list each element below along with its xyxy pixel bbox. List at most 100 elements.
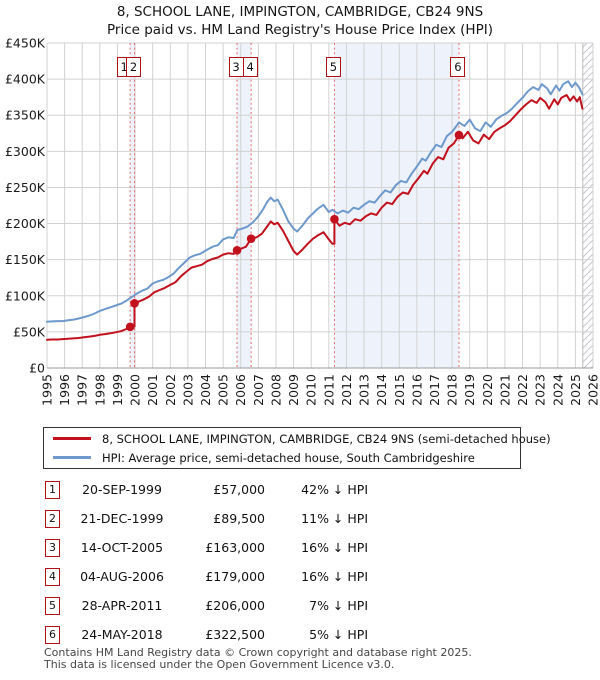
y-tick-label: £400K bbox=[5, 72, 46, 87]
sale-point-dot bbox=[454, 130, 464, 140]
transaction-marker-badge: 2 bbox=[45, 510, 60, 528]
x-tick-label: 1997 bbox=[75, 374, 90, 406]
y-tick-label: £300K bbox=[5, 144, 46, 159]
ownership-bands bbox=[130, 43, 459, 368]
transaction-row: 2 21-DEC-1999 £89,500 11% ↓ HPI bbox=[0, 506, 600, 535]
x-tick-label: 2019 bbox=[462, 374, 477, 406]
transaction-date: 28-APR-2011 bbox=[81, 598, 163, 613]
transaction-date: 24-MAY-2018 bbox=[81, 627, 163, 642]
x-tick-label: 2005 bbox=[216, 374, 231, 406]
sale-point-dot bbox=[232, 245, 242, 255]
transaction-row: 1 20-SEP-1999 £57,000 42% ↓ HPI bbox=[0, 477, 600, 506]
hpi-line-swatch bbox=[53, 456, 91, 459]
transaction-date: 14-OCT-2005 bbox=[80, 540, 164, 555]
transaction-hpi-delta: 16% ↓ HPI bbox=[301, 540, 368, 555]
transaction-price: £206,000 bbox=[205, 598, 265, 613]
x-axis-labels: 1995 1996 1997 1998 1999 2000 2001 2002 2003 2004… bbox=[40, 374, 600, 406]
x-tick-label: 1998 bbox=[92, 374, 107, 406]
sale-point-dot bbox=[246, 234, 256, 244]
sale-point-dot bbox=[330, 214, 339, 224]
x-tick-label: 2008 bbox=[268, 374, 283, 406]
x-tick-label: 2020 bbox=[480, 374, 495, 406]
x-tick-label: 2011 bbox=[321, 374, 336, 406]
transaction-row: 5 28-APR-2011 £206,000 7% ↓ HPI bbox=[0, 593, 600, 622]
transaction-price: £163,000 bbox=[205, 540, 265, 555]
transaction-hpi-delta: 42% ↓ HPI bbox=[301, 482, 368, 497]
x-tick-label: 2012 bbox=[339, 374, 354, 406]
transaction-marker-badge: 6 bbox=[45, 626, 60, 644]
x-tick-label: 2022 bbox=[515, 374, 530, 406]
x-tick-label: 2016 bbox=[409, 374, 424, 406]
x-tick-label: 2007 bbox=[251, 374, 266, 406]
x-tick-label: 2018 bbox=[445, 374, 460, 406]
y-tick-label: £450K bbox=[5, 36, 46, 51]
y-axis-labels: £0 £50K £100K £150K £200K £250K £300K £350K £400… bbox=[5, 36, 46, 376]
x-tick-label: 2013 bbox=[357, 374, 372, 406]
x-tick-label: 2002 bbox=[163, 374, 178, 406]
transaction-hpi-delta: 16% ↓ HPI bbox=[301, 569, 368, 584]
x-tick-label: 1995 bbox=[40, 374, 55, 406]
transaction-price: £57,000 bbox=[213, 482, 265, 497]
transaction-marker-badge: 4 bbox=[45, 568, 60, 586]
x-tick-label: 2017 bbox=[427, 374, 442, 406]
transaction-date: 21-DEC-1999 bbox=[80, 511, 164, 526]
x-tick-label: 2001 bbox=[145, 374, 160, 406]
gridlines bbox=[46, 42, 594, 369]
y-tick-label: £250K bbox=[5, 180, 46, 195]
transaction-marker-badge: 1 bbox=[45, 481, 60, 499]
transaction-hpi-delta: 11% ↓ HPI bbox=[301, 511, 368, 526]
legend-label-price-paid: 8, SCHOOL LANE, IMPINGTON, CAMBRIDGE, CB… bbox=[102, 431, 551, 446]
x-tick-label: 2003 bbox=[180, 374, 195, 406]
x-tick-label: 2014 bbox=[374, 374, 389, 406]
x-tick-label: 2004 bbox=[198, 374, 213, 406]
x-tick-label: 1999 bbox=[110, 374, 125, 406]
transaction-hpi-delta: 7% ↓ HPI bbox=[309, 598, 368, 613]
y-tick-label: £200K bbox=[5, 216, 46, 231]
sale-date-dotted-lines bbox=[129, 43, 460, 368]
x-tick-label: 2023 bbox=[533, 374, 548, 406]
sale-point-dots bbox=[125, 130, 464, 332]
transaction-row: 3 14-OCT-2005 £163,000 16% ↓ HPI bbox=[0, 535, 600, 564]
future-hatch-band bbox=[582, 43, 593, 368]
x-tick-label: 2009 bbox=[286, 374, 301, 406]
y-tick-label: £350K bbox=[5, 108, 46, 123]
y-tick-label: £100K bbox=[5, 288, 46, 303]
sale-point-dot bbox=[125, 322, 135, 332]
footer-line-2: This data is licensed under the Open Gov… bbox=[44, 657, 395, 671]
transaction-date: 20-SEP-1999 bbox=[82, 482, 162, 497]
price-paid-line-swatch bbox=[53, 437, 91, 440]
transaction-row: 4 04-AUG-2006 £179,000 16% ↓ HPI bbox=[0, 564, 600, 593]
legend-row-price-paid: 8, SCHOOL LANE, IMPINGTON, CAMBRIDGE, CB… bbox=[44, 429, 551, 448]
x-tick-label: 1996 bbox=[57, 374, 72, 406]
x-tick-label: 2010 bbox=[304, 374, 319, 406]
transaction-marker-badge: 5 bbox=[45, 597, 60, 615]
transaction-price: £322,500 bbox=[205, 627, 265, 642]
title-address: 8, SCHOOL LANE, IMPINGTON, CAMBRIDGE, CB… bbox=[116, 4, 484, 20]
title-subtitle: Price paid vs. HM Land Registry's House … bbox=[107, 22, 493, 38]
transaction-table: 1 20-SEP-1999 £57,000 42% ↓ HPI 2 21-DEC-1999… bbox=[0, 477, 600, 651]
transaction-row: 6 24-MAY-2018 £322,500 5% ↓ HPI bbox=[0, 622, 600, 651]
transaction-price: £179,000 bbox=[205, 569, 265, 584]
sale-point-dot bbox=[130, 299, 139, 308]
x-tick-label: 2015 bbox=[392, 374, 407, 406]
transaction-date: 04-AUG-2006 bbox=[80, 569, 164, 584]
transaction-hpi-delta: 5% ↓ HPI bbox=[309, 627, 368, 642]
y-tick-label: £0 bbox=[29, 361, 45, 376]
x-tick-label: 2006 bbox=[233, 374, 248, 406]
price-paid-line bbox=[46, 94, 584, 341]
hpi-line bbox=[46, 80, 584, 323]
transaction-price: £89,500 bbox=[213, 511, 265, 526]
legend-label-hpi: HPI: Average price, semi-detached house,… bbox=[102, 450, 475, 465]
page-title: 8, SCHOOL LANE, IMPINGTON, CAMBRIDGE, CB… bbox=[0, 3, 600, 39]
price-history-chart: £0 £50K £100K £150K £200K £250K £300K £350K £400… bbox=[5, 36, 600, 406]
y-tick-label: £50K bbox=[13, 324, 46, 339]
x-tick-label: 2025 bbox=[568, 374, 583, 406]
legend-row-hpi: HPI: Average price, semi-detached house,… bbox=[44, 448, 520, 467]
y-tick-label: £150K bbox=[5, 252, 46, 267]
x-tick-label: 2026 bbox=[586, 374, 600, 406]
chart-legend: 8, SCHOOL LANE, IMPINGTON, CAMBRIDGE, CB… bbox=[43, 427, 551, 469]
footer-line-1: Contains HM Land Registry data © Crown c… bbox=[44, 646, 472, 659]
transaction-marker-badge: 3 bbox=[45, 539, 60, 557]
x-tick-label: 2024 bbox=[550, 374, 565, 406]
